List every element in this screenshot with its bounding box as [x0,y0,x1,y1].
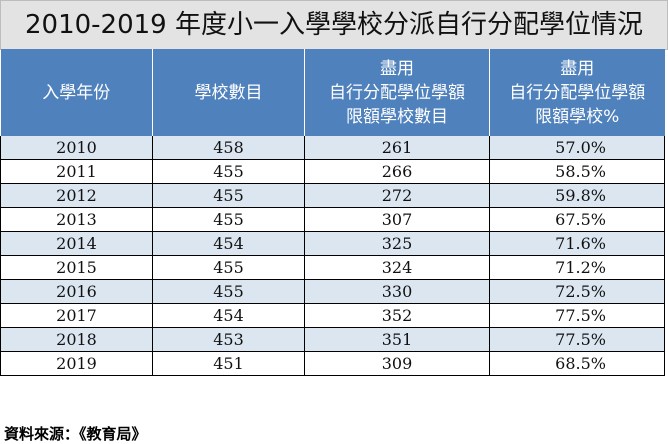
cell-year: 2016 [0,279,153,304]
cell-year: 2015 [0,255,153,280]
header-row: 入學年份 學校數目 盡用 自行分配學位學額 限額學校數目 盡用 自行分配學位學額… [0,49,665,136]
header-schools-line: 學校數目 [194,82,263,103]
cell-full-schools: 351 [304,327,490,352]
allocation-table: 入學年份 學校數目 盡用 自行分配學位學額 限額學校數目 盡用 自行分配學位學額… [0,49,665,376]
cell-year: 2010 [0,136,153,160]
cell-full-schools: 325 [304,231,490,256]
cell-year: 2019 [0,351,153,376]
cell-percent: 77.5% [489,327,665,352]
header-year-line: 入學年份 [42,82,111,103]
cell-year: 2018 [0,327,153,352]
cell-full-schools: 324 [304,255,490,280]
cell-schools: 455 [152,159,305,184]
table-title: 2010-2019 年度小一入學學校分派自行分配學位情況 [0,0,668,50]
table-row: 2010 458 261 57.0% [0,136,665,160]
header-percent: 盡用 自行分配學位學額 限額學校% [489,49,665,136]
cell-schools: 454 [152,231,305,256]
cell-year: 2014 [0,231,153,256]
table-row: 2019 451 309 68.5% [0,351,665,376]
table-row: 2011 455 266 58.5% [0,159,665,184]
cell-year: 2017 [0,303,153,328]
cell-year: 2013 [0,207,153,232]
cell-schools: 455 [152,183,305,208]
cell-schools: 455 [152,279,305,304]
cell-percent: 72.5% [489,279,665,304]
table-row: 2017 454 352 77.5% [0,303,665,328]
header-full-schools-line-3: 限額學校數目 [346,106,448,127]
header-schools: 學校數目 [152,49,305,136]
cell-schools: 455 [152,255,305,280]
header-full-schools-line-2: 自行分配學位學額 [329,82,465,103]
cell-schools: 451 [152,351,305,376]
cell-percent: 57.0% [489,136,665,160]
cell-percent: 77.5% [489,303,665,328]
cell-schools: 453 [152,327,305,352]
cell-percent: 68.5% [489,351,665,376]
cell-full-schools: 266 [304,159,490,184]
cell-full-schools: 261 [304,136,490,160]
header-full-schools-line-1: 盡用 [380,58,414,79]
cell-year: 2012 [0,183,153,208]
cell-schools: 454 [152,303,305,328]
cell-schools: 455 [152,207,305,232]
header-year: 入學年份 [0,49,153,136]
cell-full-schools: 272 [304,183,490,208]
table-row: 2016 455 330 72.5% [0,279,665,304]
table-row: 2014 454 325 71.6% [0,231,665,256]
cell-year: 2011 [0,159,153,184]
cell-percent: 71.6% [489,231,665,256]
header-full-schools: 盡用 自行分配學位學額 限額學校數目 [304,49,490,136]
cell-full-schools: 330 [304,279,490,304]
cell-percent: 71.2% [489,255,665,280]
table-row: 2012 455 272 59.8% [0,183,665,208]
table-row: 2018 453 351 77.5% [0,327,665,352]
header-percent-line-1: 盡用 [560,58,595,79]
table-row: 2015 455 324 71.2% [0,255,665,280]
cell-percent: 59.8% [489,183,665,208]
cell-percent: 58.5% [489,159,665,184]
cell-full-schools: 352 [304,303,490,328]
header-percent-line-3: 限額學校% [535,106,620,127]
cell-schools: 458 [152,136,305,160]
cell-full-schools: 309 [304,351,490,376]
header-percent-line-2: 自行分配學位學額 [509,82,646,103]
cell-percent: 67.5% [489,207,665,232]
source-note: 資料來源：《教育局》 [4,425,147,443]
cell-full-schools: 307 [304,207,490,232]
table-row: 2013 455 307 67.5% [0,207,665,232]
